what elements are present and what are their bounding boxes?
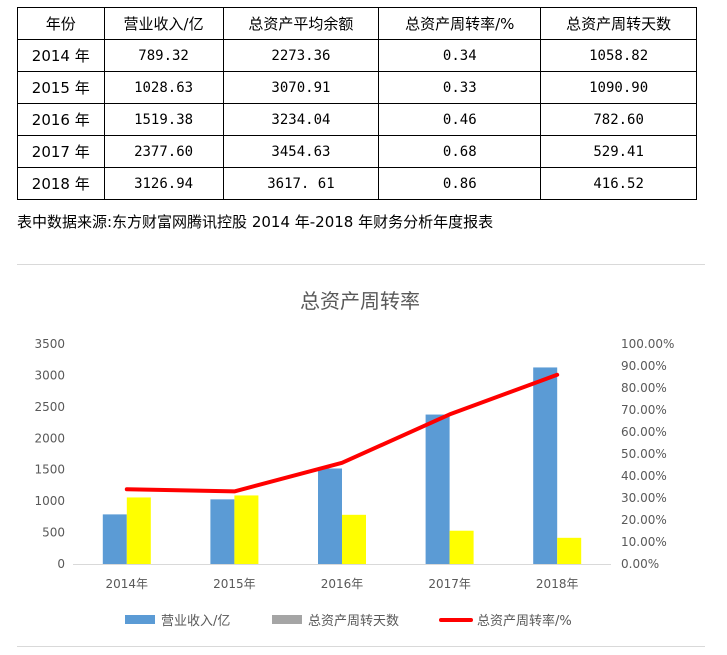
- header-asset-turnover-days: 总资产周转天数: [540, 7, 697, 40]
- table-cell: 3617. 61: [222, 167, 380, 200]
- chart-svg: 总资产周转率 0 500 1000 1500 2000 2500 3000 3500 0.00% 1…: [34, 289, 674, 629]
- x-axis-tick-label: 2016年: [321, 577, 364, 591]
- table-row: 2018 年 3126.94 3617. 61 0.86 416.52: [17, 167, 697, 200]
- bar-turnover-days: [234, 495, 259, 564]
- table-row: 2015 年 1028.63 3070.91 0.33 1090.90: [17, 71, 697, 104]
- y-axis-tick-label: 1500: [34, 463, 65, 477]
- y2-axis-tick-label: 80.00%: [621, 381, 667, 395]
- y2-axis-tick-label: 70.00%: [621, 403, 667, 417]
- legend-swatch: [125, 615, 155, 624]
- table-row: 2017 年 2377.60 3454.63 0.68 529.41: [17, 135, 697, 168]
- bar-revenue: [425, 414, 450, 564]
- table-row: 2016 年 1519.38 3234.04 0.46 782.60: [17, 103, 697, 136]
- bar-turnover-days: [126, 497, 151, 564]
- legend-swatch: [272, 615, 302, 624]
- y-axis-tick-label: 0: [57, 557, 65, 571]
- y-axis-tick-label: 2000: [34, 431, 65, 445]
- table-cell: 0.46: [378, 103, 542, 136]
- source-note: 表中数据来源:东方财富网腾讯控股 2014 年-2018 年财务分析年度报表: [17, 213, 494, 231]
- bar-revenue: [533, 367, 558, 564]
- bar-turnover-days: [557, 537, 582, 564]
- table-cell: 1028.63: [103, 71, 224, 104]
- table-cell-year: 2014 年: [17, 39, 105, 72]
- legend-label: 总资产周转率/%: [477, 613, 572, 629]
- y2-axis-tick-label: 100.00%: [621, 337, 674, 351]
- table-cell: 3454.63: [222, 135, 380, 168]
- x-axis-tick-label: 2015年: [213, 577, 256, 591]
- bar-revenue: [102, 514, 127, 564]
- y-axis-tick-label: 1000: [34, 494, 65, 508]
- bar-turnover-days: [449, 530, 474, 564]
- y2-axis-tick-label: 60.00%: [621, 425, 667, 439]
- table-cell: 2377.60: [103, 135, 224, 168]
- legend-label: 营业收入/亿: [161, 614, 230, 629]
- header-revenue: 营业收入/亿: [103, 7, 224, 40]
- table-cell-year: 2018 年: [17, 167, 105, 200]
- y-axis-tick-label: 3000: [34, 368, 65, 382]
- table-cell: 3070.91: [222, 71, 380, 104]
- y2-axis-tick-label: 20.00%: [621, 513, 667, 527]
- table-cell: 1090.90: [540, 71, 697, 104]
- header-asset-turnover-rate: 总资产周转率/%: [378, 7, 542, 40]
- y2-axis-tick-label: 30.00%: [621, 491, 667, 505]
- chart-bottom-border: [17, 646, 705, 647]
- table-row: 2014 年 789.32 2273.36 0.34 1058.82: [17, 39, 697, 72]
- financial-data-table: 年份 营业收入/亿 总资产平均余额 总资产周转率/% 总资产周转天数 2014 …: [17, 7, 697, 200]
- header-avg-total-assets: 总资产平均余额: [222, 7, 380, 40]
- x-axis-tick-label: 2014年: [106, 577, 149, 591]
- y-axis-tick-label: 3500: [34, 337, 65, 351]
- table-cell: 782.60: [540, 103, 697, 136]
- legend-label: 总资产周转天数: [308, 614, 399, 629]
- x-axis-tick-label: 2017年: [428, 577, 471, 591]
- table-cell: 0.33: [378, 71, 542, 104]
- table-cell: 0.86: [378, 167, 542, 200]
- y2-axis-tick-label: 90.00%: [621, 359, 667, 373]
- table-cell-year: 2015 年: [17, 71, 105, 104]
- table-cell-year: 2017 年: [17, 135, 105, 168]
- table-cell-year: 2016 年: [17, 103, 105, 136]
- y-axis-tick-label: 2500: [34, 400, 65, 414]
- y2-axis-tick-label: 40.00%: [621, 469, 667, 483]
- y2-axis-tick-label: 10.00%: [621, 535, 667, 549]
- bar-turnover-days: [342, 514, 366, 564]
- x-axis-tick-label: 2018年: [536, 577, 579, 591]
- table-cell: 3234.04: [222, 103, 380, 136]
- series-line-turnover-rate: [124, 372, 560, 494]
- chart-container: 总资产周转率 0 500 1000 1500 2000 2500 3000 3500 0.00% 1…: [17, 264, 705, 648]
- table-cell: 3126.94: [103, 167, 224, 200]
- y2-axis-tick-label: 0.00%: [621, 557, 659, 571]
- table-cell: 0.34: [378, 39, 542, 72]
- table-cell: 1058.82: [540, 39, 697, 72]
- table-cell: 416.52: [540, 167, 697, 200]
- bar-revenue: [210, 499, 235, 564]
- table-header-row: 年份 营业收入/亿 总资产平均余额 总资产周转率/% 总资产周转天数: [17, 7, 697, 40]
- table-cell: 1519.38: [103, 103, 224, 136]
- table-cell: 529.41: [540, 135, 697, 168]
- table-cell: 2273.36: [222, 39, 380, 72]
- table-cell: 789.32: [103, 39, 224, 72]
- y-axis-tick-label: 500: [42, 526, 65, 540]
- header-year: 年份: [17, 7, 105, 40]
- table-cell: 0.68: [378, 135, 542, 168]
- y2-axis-tick-label: 50.00%: [621, 447, 667, 461]
- bar-revenue: [318, 468, 342, 564]
- chart-title: 总资产周转率: [300, 289, 420, 313]
